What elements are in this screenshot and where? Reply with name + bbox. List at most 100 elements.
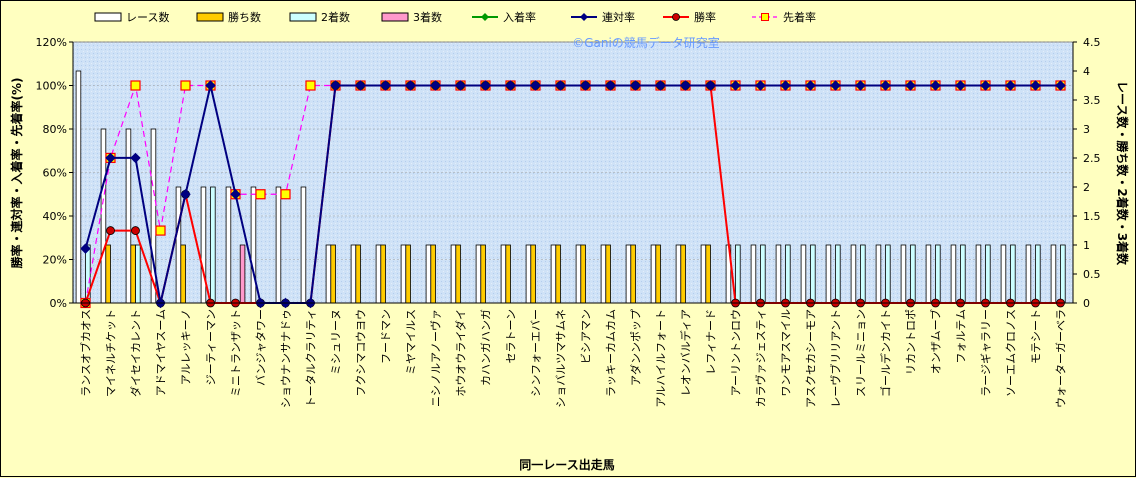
- category-label: トータルクラリティ: [305, 309, 318, 407]
- bar-1-17: [475, 244, 482, 304]
- category-label: アダンンポップ: [629, 309, 643, 386]
- point-4-4: [155, 225, 166, 236]
- point-2-1: [80, 243, 91, 254]
- legend-swatch: [196, 12, 224, 22]
- point-2-16: [455, 80, 466, 91]
- x-axis-title: 同一レース出走馬: [519, 457, 614, 472]
- point-2-6: [205, 80, 216, 91]
- bar-3-38: [1010, 244, 1016, 304]
- y-right-tick-label: 2: [1083, 181, 1090, 194]
- y-right-tick-label: 1: [1083, 239, 1090, 252]
- category-label: シンフォーエバー: [530, 309, 543, 397]
- category-label: セラトーン: [505, 309, 518, 363]
- y-right-tick-label: 0.5: [1083, 268, 1101, 281]
- bar-1-33: [875, 244, 882, 304]
- category-label: アスクセカシーモア: [805, 309, 818, 408]
- bar-2-11: [330, 244, 336, 304]
- category-label: リカントロポ: [905, 309, 918, 375]
- bar-1-19: [525, 244, 532, 304]
- bar-3-37: [985, 244, 991, 304]
- bar-3-34: [910, 244, 916, 304]
- category-label: バンジャタワー: [255, 309, 268, 386]
- bar-2-3: [130, 244, 136, 304]
- bar-3-28: [760, 244, 766, 304]
- bar-2-26: [705, 244, 711, 304]
- category-label: カラヴァジェスティ: [754, 309, 768, 407]
- bar-1-39: [1025, 244, 1032, 304]
- category-label: アドマイヤスーム: [155, 309, 168, 396]
- point-2-26: [705, 80, 716, 91]
- legend-marker: [481, 13, 489, 21]
- legend: レース数 勝ち数 2着数 3着数 入着率 連対率 勝率 先着率: [94, 10, 816, 24]
- bar-3-39: [1035, 244, 1041, 304]
- bar-1-21: [575, 244, 582, 304]
- legend-label: 3着数: [413, 10, 442, 24]
- gridlines: [73, 41, 1073, 260]
- bar-1-16: [450, 244, 457, 304]
- legend-swatch: [289, 12, 317, 22]
- y-left-tick-label: 40%: [43, 210, 67, 223]
- bar-2-24: [655, 244, 661, 304]
- legend-swatch: [94, 12, 122, 22]
- legend-label: レース数: [126, 11, 169, 24]
- watermark: ©Ganiの競馬データ研究室: [572, 35, 720, 50]
- point-2-18: [505, 80, 516, 91]
- category-label: ミニトランザット: [230, 309, 243, 397]
- point-4-10: [305, 80, 316, 91]
- bar-3-35: [935, 244, 941, 304]
- category-label: ラージギャラリー: [980, 309, 993, 397]
- y-left-tick-label: 0%: [50, 297, 67, 310]
- bar-2-23: [630, 244, 636, 304]
- bar-2-19: [530, 244, 536, 304]
- point-2-13: [380, 80, 391, 91]
- bar-1-38: [1000, 244, 1007, 304]
- bar-1-8: [250, 186, 257, 304]
- point-2-39: [1030, 80, 1041, 91]
- category-label: フクシマコウヨウ: [355, 309, 368, 397]
- bar-2-2: [105, 244, 111, 304]
- point-2-29: [780, 80, 791, 91]
- point-4-3: [130, 80, 141, 91]
- category-label: ホウオウライダイ: [454, 309, 468, 397]
- category-label: ミヤマイルス: [405, 309, 418, 375]
- point-2-21: [580, 80, 591, 91]
- legend-label: 勝ち数: [228, 10, 261, 24]
- point-2-5: [180, 189, 191, 200]
- bar-3-32: [860, 244, 866, 304]
- point-2-38: [1005, 80, 1016, 91]
- category-label: フードマン: [380, 309, 393, 364]
- point-2-34: [905, 80, 916, 91]
- y-left-tick-label: 60%: [43, 167, 67, 180]
- bar-2-17: [480, 244, 486, 304]
- category-label: ビシアマン: [580, 309, 593, 364]
- bar-2-14: [405, 244, 411, 304]
- point-2-22: [605, 80, 616, 91]
- point-2-28: [755, 80, 766, 91]
- bar-3-6: [210, 186, 216, 304]
- y-axis-right-title: レース数・勝ち数・2着数・3着数: [1115, 81, 1130, 266]
- y-right-tick-label: 2.5: [1083, 152, 1101, 165]
- category-label: アルハイルフォート: [655, 309, 668, 408]
- category-label: ニシノルアノーヴァ: [429, 309, 443, 407]
- category-label: ミシュリーヌ: [330, 309, 343, 375]
- bar-1-30: [800, 244, 807, 304]
- y-axis-left-title: 勝率・連対率・入着率・先着率(%): [9, 78, 24, 269]
- point-2-23: [630, 80, 641, 91]
- bar-2-13: [380, 244, 386, 304]
- bar-1-32: [850, 244, 857, 304]
- y-right-tick-label: 4.5: [1083, 36, 1101, 49]
- point-4-9: [280, 189, 291, 200]
- bar-1-36: [950, 244, 957, 304]
- category-label: スリールミニョン: [855, 309, 868, 397]
- bar-1-31: [825, 244, 832, 304]
- bar-1-15: [425, 244, 432, 304]
- bar-3-29: [785, 244, 791, 304]
- bar-3-27: [735, 244, 741, 304]
- bar-1-13: [375, 244, 382, 304]
- category-label: ソーエムクロノス: [1005, 309, 1018, 397]
- bar-2-20: [555, 244, 561, 304]
- bar-1-22: [600, 244, 607, 304]
- point-2-19: [530, 80, 541, 91]
- bar-3-30: [810, 244, 816, 304]
